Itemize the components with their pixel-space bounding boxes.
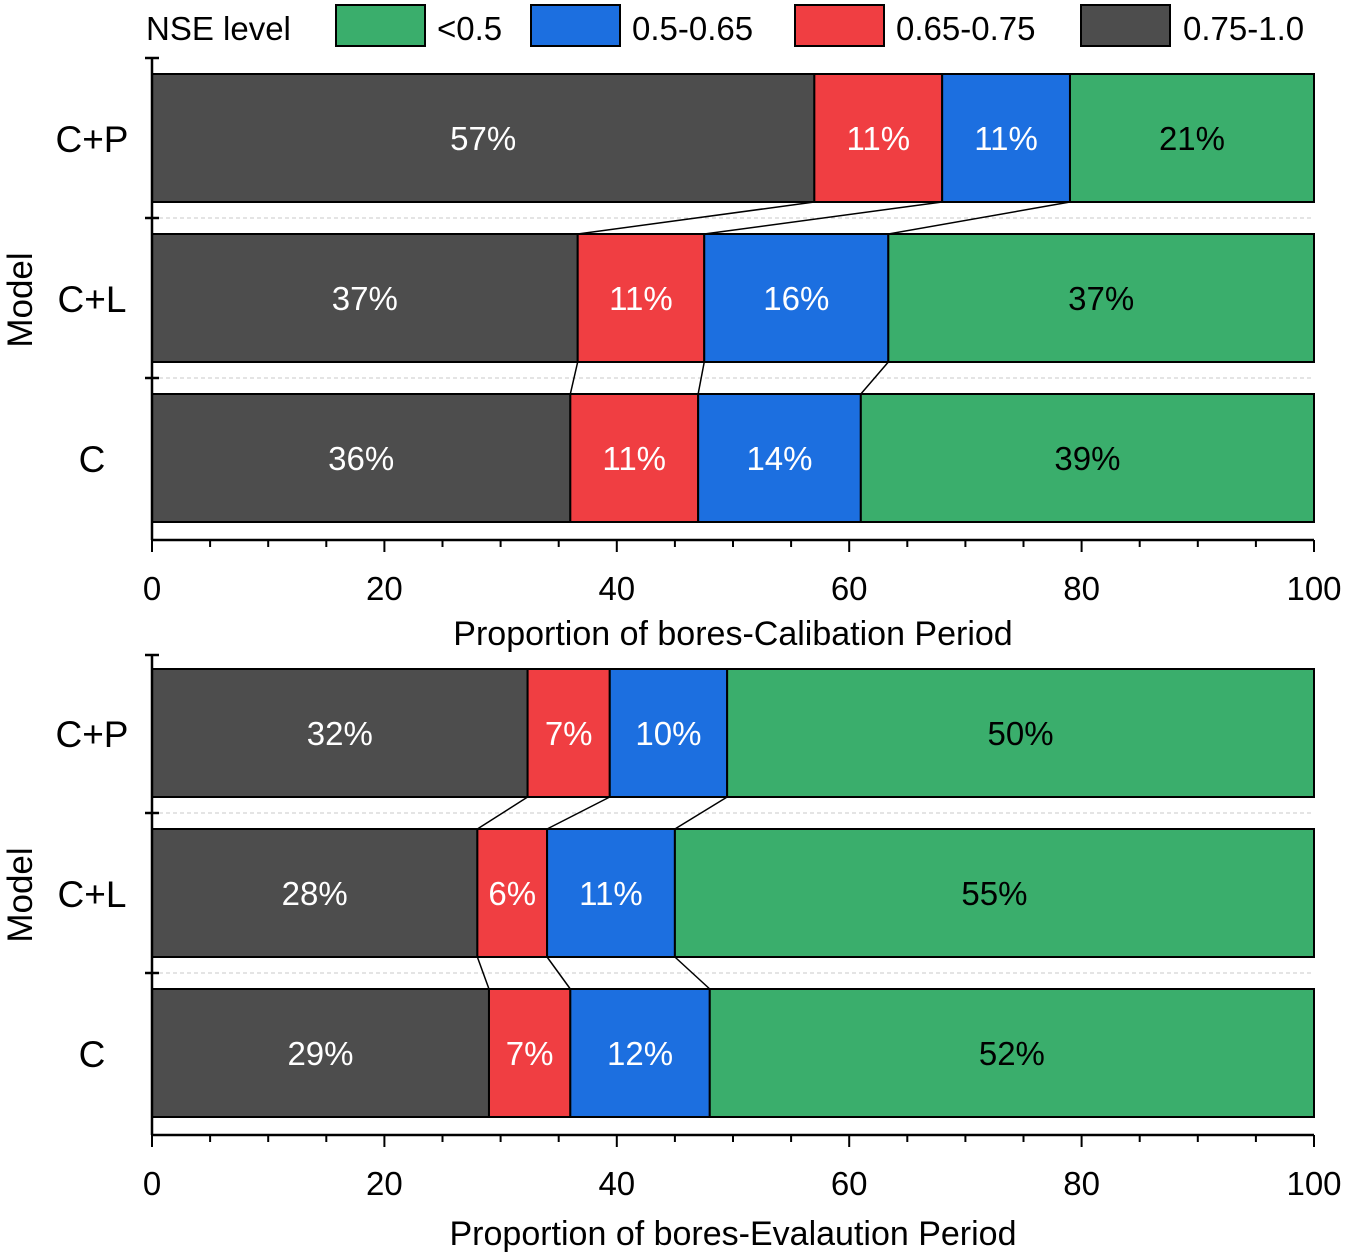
calibration-bar-cplus-l-segment	[576, 233, 706, 363]
calibration-data-label: 16%	[763, 280, 829, 317]
evaluation-x-tick-label: 80	[1063, 1165, 1100, 1202]
calibration-data-label: 57%	[450, 120, 516, 157]
evaluation-data-label: 7%	[545, 715, 593, 752]
evaluation-bar-c-segment	[569, 988, 711, 1118]
calibration-data-label: 11%	[609, 280, 673, 317]
calibration-connector	[569, 361, 579, 395]
evaluation-bar-cplus-l-segment	[546, 828, 676, 958]
evaluation-connector	[674, 956, 711, 990]
calibration-x-tick-label: 80	[1063, 570, 1100, 607]
calibration-connector	[697, 361, 705, 395]
calibration-connector	[888, 201, 1071, 235]
evaluation-bar-cplus-l-segment	[476, 828, 549, 958]
evaluation-category-label: C+L	[58, 874, 127, 915]
calibration-bar-cplus-p-segment	[151, 73, 816, 203]
calibration-x-axis-title: Proportion of bores-Calibation Period	[453, 615, 1012, 653]
calibration-data-label: 21%	[1159, 120, 1225, 157]
evaluation-x-tick-label: 0	[143, 1165, 161, 1202]
calibration-data-label: 11%	[602, 440, 666, 477]
evaluation-x-tick-label: 20	[366, 1165, 403, 1202]
calibration-x-tick-label: 100	[1286, 570, 1341, 607]
legend-title: NSE level	[146, 10, 291, 47]
calibration-data-label: 11%	[846, 120, 910, 157]
evaluation-data-label: 52%	[979, 1035, 1045, 1072]
legend-3-swatch	[794, 4, 885, 47]
evaluation-bar-c-segment	[487, 988, 572, 1118]
calibration-data-label: 14%	[746, 440, 812, 477]
calibration-data-label: 39%	[1054, 440, 1120, 477]
legend-1-label: <0.5	[437, 10, 502, 47]
legend-2-label: 0.5-0.65	[632, 10, 753, 47]
calibration-x-tick-label: 20	[366, 570, 403, 607]
calibration-data-label: 37%	[332, 280, 398, 317]
evaluation-panel: 32% 7% 10% 50% C+P 28% 6% 11% 55% C+L 29% 7% 12% 52% C…	[1, 653, 1342, 1253]
evaluation-data-label: 32%	[307, 715, 373, 752]
calibration-connector	[577, 201, 815, 235]
evaluation-category-label: C	[79, 1034, 106, 1075]
calibration-panel: 57% 11% 11% 21% C+P 37% 11% 16% 37% C+L 36% 11% 14% 3…	[1, 56, 1342, 653]
evaluation-data-label: 12%	[607, 1035, 673, 1072]
calibration-connector	[704, 201, 943, 235]
evaluation-x-tick-label: 100	[1286, 1165, 1341, 1202]
evaluation-connector	[476, 956, 490, 990]
calibration-data-label: 36%	[328, 440, 394, 477]
evaluation-data-label: 10%	[635, 715, 701, 752]
evaluation-category-label: C+P	[55, 714, 128, 755]
evaluation-bar-cplus-p-segment	[608, 668, 729, 798]
evaluation-connector	[546, 956, 571, 990]
calibration-bar-cplus-p-segment	[941, 73, 1071, 203]
calibration-bar-c-segment	[697, 393, 862, 523]
calibration-x-tick-label: 40	[598, 570, 635, 607]
evaluation-bar-cplus-l-segment	[673, 828, 1315, 958]
calibration-category-label: C+P	[55, 119, 128, 160]
calibration-bar-cplus-l-segment	[151, 233, 579, 363]
evaluation-x-axis-title: Proportion of bores-Evalaution Period	[450, 1215, 1017, 1253]
calibration-y-axis-title: Model	[1, 252, 40, 347]
evaluation-bar-c-segment	[708, 988, 1315, 1118]
legend-2-swatch	[530, 4, 621, 47]
calibration-bar-c-segment	[151, 393, 572, 523]
calibration-bar-c-segment	[859, 393, 1315, 523]
calibration-category-label: C+L	[58, 279, 127, 320]
evaluation-x-tick-label: 40	[598, 1165, 635, 1202]
evaluation-data-label: 7%	[506, 1035, 554, 1072]
evaluation-data-label: 55%	[961, 875, 1027, 912]
calibration-bar-cplus-p-segment	[813, 73, 944, 203]
evaluation-connector	[476, 796, 528, 830]
evaluation-bar-cplus-p-segment	[151, 668, 529, 798]
calibration-bar-cplus-l-segment	[703, 233, 890, 363]
calibration-data-label: 11%	[974, 120, 1038, 157]
legend-4-label: 0.75-1.0	[1183, 10, 1304, 47]
evaluation-data-label: 28%	[282, 875, 348, 912]
evaluation-connector	[674, 796, 728, 830]
evaluation-data-label: 50%	[988, 715, 1054, 752]
calibration-connector	[860, 361, 889, 395]
legend-4-swatch	[1080, 4, 1171, 47]
evaluation-bar-cplus-p-segment	[726, 668, 1315, 798]
calibration-x-tick-label: 60	[831, 570, 868, 607]
evaluation-data-label: 6%	[488, 875, 536, 912]
calibration-bar-cplus-l-segment	[887, 233, 1315, 363]
legend-1-swatch	[335, 4, 426, 47]
evaluation-y-axis-title: Model	[1, 847, 40, 942]
evaluation-x-tick-label: 60	[831, 1165, 868, 1202]
calibration-x-tick-label: 0	[143, 570, 161, 607]
calibration-category-label: C	[79, 439, 106, 480]
legend-3-label: 0.65-0.75	[896, 10, 1035, 47]
evaluation-bar-cplus-p-segment	[526, 668, 611, 798]
calibration-bar-cplus-p-segment	[1068, 73, 1315, 203]
evaluation-data-label: 29%	[287, 1035, 353, 1072]
legend: NSE level <0.5 0.5-0.65 0.65-0.75 0.75-1.0	[146, 4, 1304, 47]
evaluation-connector	[546, 796, 611, 830]
evaluation-data-label: 11%	[579, 875, 643, 912]
calibration-data-label: 37%	[1068, 280, 1134, 317]
